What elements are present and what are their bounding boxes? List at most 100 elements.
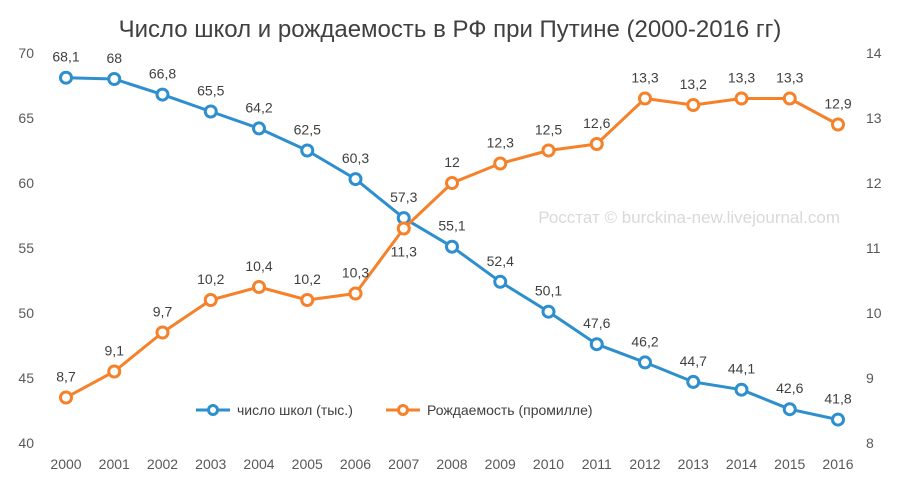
axes: 40 45 50 55 60 65 70 8 9 10 11 12 13 14 2000 2001 2002 20… bbox=[18, 45, 881, 472]
data-point bbox=[252, 121, 266, 136]
y-left-tick-label: 55 bbox=[18, 240, 34, 256]
legend: число школ (тыс.) Рождаемость (промилле) bbox=[196, 402, 593, 418]
data-point bbox=[203, 104, 218, 119]
data-label: 66,8 bbox=[149, 66, 176, 82]
data-point bbox=[155, 87, 170, 102]
data-point bbox=[541, 143, 556, 158]
data-point bbox=[348, 172, 363, 187]
data-label: 9,7 bbox=[153, 304, 173, 320]
y-left-tick-label: 50 bbox=[18, 305, 34, 321]
y-left-tick-label: 65 bbox=[18, 110, 34, 126]
data-label: 41,8 bbox=[824, 391, 851, 407]
data-point bbox=[107, 364, 122, 379]
data-label: 68,1 bbox=[52, 49, 79, 65]
data-point bbox=[638, 355, 652, 370]
legend-marker-schools bbox=[207, 404, 219, 416]
y-left-tick-label: 70 bbox=[18, 45, 34, 61]
legend-label-birthrate: Рождаемость (промилле) bbox=[427, 402, 593, 418]
y-right-tick-label: 13 bbox=[866, 110, 882, 126]
data-point bbox=[396, 221, 411, 236]
data-label: 55,1 bbox=[438, 218, 465, 234]
data-label: 9,1 bbox=[105, 343, 125, 359]
watermark: Росстат © burckina-new.livejournal.com bbox=[538, 208, 840, 227]
x-tick-label: 2009 bbox=[485, 456, 516, 472]
data-point bbox=[59, 390, 73, 405]
legend-marker-birthrate bbox=[397, 404, 409, 416]
x-tick-label: 2000 bbox=[50, 456, 81, 472]
x-tick-label: 2012 bbox=[629, 456, 660, 472]
x-tick-label: 2002 bbox=[147, 456, 178, 472]
data-point bbox=[252, 280, 266, 294]
y-right-tick-label: 14 bbox=[866, 45, 882, 61]
x-tick-label: 2010 bbox=[533, 456, 564, 472]
data-label: 12,6 bbox=[583, 115, 610, 131]
data-point bbox=[734, 382, 749, 397]
x-tick-label: 2013 bbox=[678, 456, 709, 472]
data-label: 12,9 bbox=[824, 96, 851, 112]
data-label: 68 bbox=[106, 50, 122, 66]
legend-label-schools: число школ (тыс.) bbox=[237, 402, 353, 418]
y-right-tick-label: 9 bbox=[866, 370, 874, 386]
data-point bbox=[734, 91, 749, 106]
data-label: 10,4 bbox=[245, 258, 272, 274]
data-point bbox=[155, 325, 170, 340]
data-point bbox=[638, 91, 652, 106]
data-label: 47,6 bbox=[583, 315, 610, 331]
data-label: 64,2 bbox=[245, 99, 272, 115]
data-point bbox=[686, 374, 701, 389]
data-label: 52,4 bbox=[487, 253, 514, 269]
data-point bbox=[445, 176, 459, 190]
data-label: 11,3 bbox=[391, 244, 417, 260]
x-tick-label: 2011 bbox=[582, 456, 612, 472]
y-right-tick-label: 10 bbox=[866, 305, 882, 321]
x-tick-label: 2014 bbox=[726, 456, 757, 472]
data-point bbox=[686, 98, 701, 112]
data-point bbox=[107, 72, 122, 86]
x-tick-label: 2008 bbox=[436, 456, 467, 472]
data-label: 10,2 bbox=[294, 271, 321, 287]
data-point bbox=[589, 137, 604, 151]
data-point bbox=[782, 91, 797, 106]
data-label: 8,7 bbox=[56, 369, 76, 385]
data-label: 13,2 bbox=[680, 76, 707, 92]
data-label: 50,1 bbox=[535, 283, 562, 299]
x-tick-label: 2007 bbox=[388, 456, 419, 472]
data-label: 44,7 bbox=[680, 353, 707, 369]
x-tick-label: 2005 bbox=[292, 456, 323, 472]
data-label: 57,3 bbox=[390, 189, 417, 205]
data-point bbox=[493, 274, 508, 289]
data-point bbox=[589, 337, 604, 352]
data-point bbox=[59, 70, 73, 85]
x-tick-label: 2001 bbox=[99, 456, 130, 472]
series-birthrate: 8,7 9,1 9,7 10,2 10,4 10,2 10,3 11,3 12 12,3 12,5 1… bbox=[56, 70, 852, 405]
y-left-tick-label: 60 bbox=[18, 175, 34, 191]
data-point bbox=[203, 293, 218, 307]
data-point bbox=[493, 156, 508, 171]
y-right-tick-label: 8 bbox=[866, 435, 874, 451]
data-label: 13,3 bbox=[631, 70, 658, 86]
data-label: 10,2 bbox=[197, 271, 224, 287]
data-point bbox=[541, 304, 556, 319]
y-left-tick-label: 45 bbox=[18, 370, 34, 386]
data-label: 12,5 bbox=[535, 122, 562, 138]
y-left-tick-label: 40 bbox=[18, 435, 34, 451]
x-tick-label: 2015 bbox=[774, 456, 805, 472]
x-tick-label: 2003 bbox=[195, 456, 226, 472]
data-label: 10,3 bbox=[342, 265, 369, 281]
data-label: 13,3 bbox=[728, 70, 755, 86]
series-layer: 68,1 68 66,8 65,5 64,2 62,5 60,3 57,3 55,1 52,4 50… bbox=[52, 49, 852, 427]
chart-title: Число школ и рождаемость в РФ при Путине… bbox=[119, 16, 782, 43]
data-point bbox=[445, 239, 459, 254]
series-schools: 68,1 68 66,8 65,5 64,2 62,5 60,3 57,3 55,1 52,4 50… bbox=[52, 49, 852, 427]
data-label: 12,3 bbox=[487, 135, 514, 151]
data-label: 12 bbox=[444, 154, 460, 170]
data-label: 44,1 bbox=[728, 361, 755, 377]
data-point bbox=[831, 117, 845, 132]
data-label: 60,3 bbox=[342, 150, 369, 166]
x-tick-label: 2016 bbox=[822, 456, 853, 472]
x-tick-label: 2006 bbox=[340, 456, 371, 472]
data-label: 62,5 bbox=[294, 122, 321, 138]
data-point bbox=[348, 286, 363, 301]
y-right-tick-label: 12 bbox=[866, 175, 882, 191]
